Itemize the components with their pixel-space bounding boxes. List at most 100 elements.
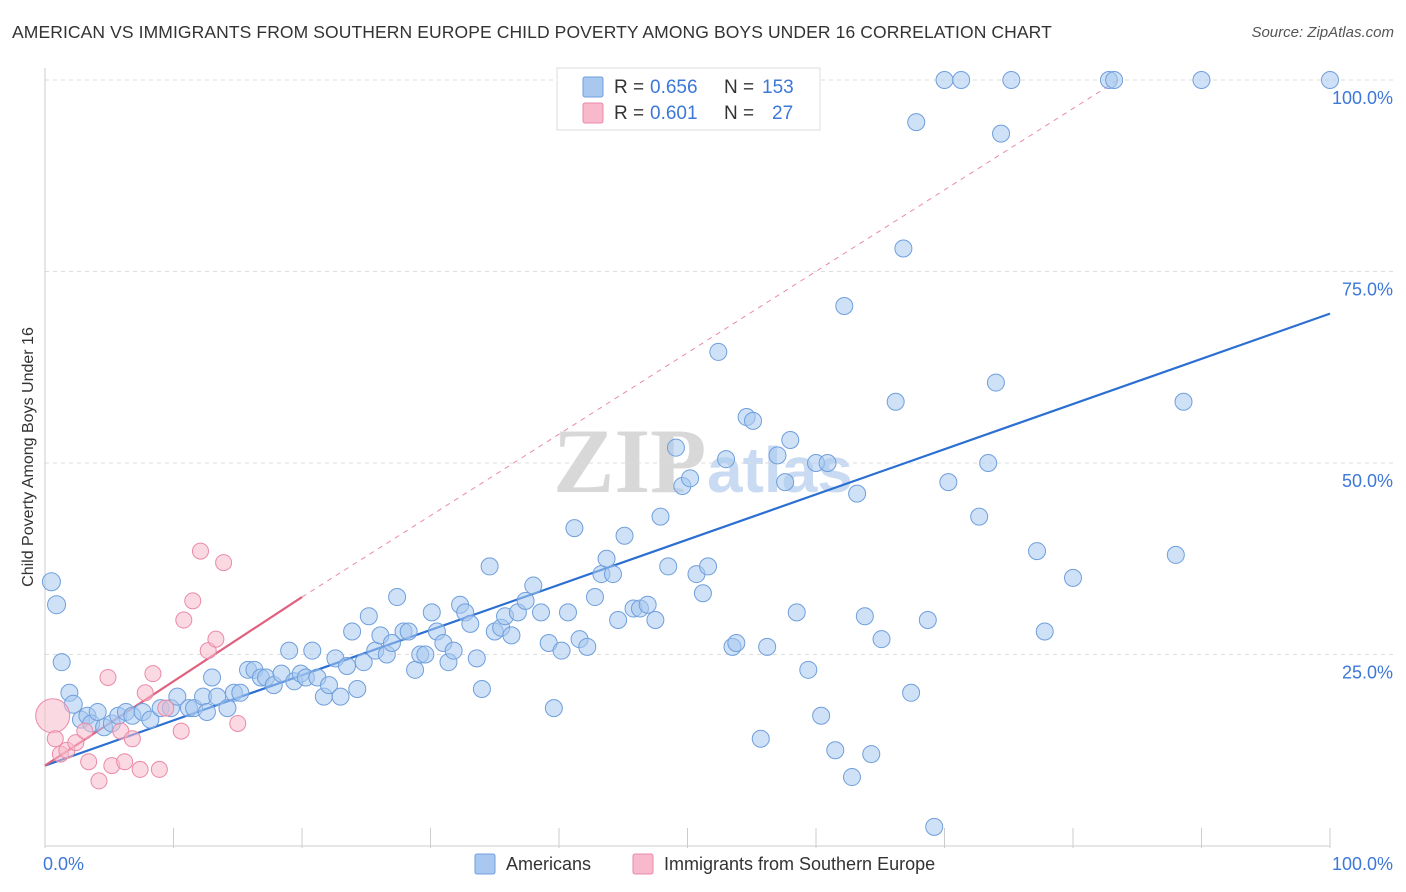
americans-point — [848, 484, 867, 503]
americans-point — [666, 438, 685, 457]
legend-swatch-immigrants — [582, 102, 604, 124]
y-tick-label: 100.0% — [1332, 88, 1393, 108]
immigrants-point — [150, 760, 168, 778]
americans-point — [47, 595, 67, 615]
americans-point — [337, 656, 356, 675]
n-value: 27 — [772, 103, 793, 124]
americans-point — [970, 507, 989, 526]
americans-point — [709, 342, 728, 361]
y-tick-label: 25.0% — [1342, 663, 1393, 683]
immigrants-point — [136, 684, 154, 702]
americans-point — [524, 576, 543, 595]
r-value: 0.656 — [650, 77, 698, 98]
legend-label-americans: Americans — [506, 854, 591, 874]
americans-point — [565, 519, 584, 538]
americans-point — [1035, 622, 1054, 641]
americans-point — [842, 768, 861, 787]
americans-point — [461, 614, 480, 633]
americans-point — [693, 584, 712, 603]
americans-point — [992, 124, 1011, 143]
americans-point — [855, 607, 874, 626]
americans-point — [818, 454, 837, 472]
americans-point — [918, 611, 937, 630]
americans-point — [1192, 71, 1211, 89]
americans-point — [1105, 71, 1124, 89]
immigrants-point — [207, 630, 225, 648]
y-tick-label: 50.0% — [1342, 471, 1393, 491]
americans-point — [1166, 545, 1185, 564]
americans-point — [907, 113, 926, 132]
americans-point — [480, 557, 499, 576]
immigrants-points — [35, 542, 247, 790]
americans-point — [681, 469, 700, 488]
x-tick-label: 0.0% — [43, 854, 84, 874]
chart-title: AMERICAN VS IMMIGRANTS FROM SOUTHERN EUR… — [12, 22, 1052, 42]
americans-point — [168, 687, 187, 706]
immigrants-point — [46, 730, 64, 748]
americans-point — [986, 373, 1005, 392]
americans-point — [231, 683, 250, 702]
r-label: R = — [614, 103, 644, 124]
americans-point — [787, 603, 806, 622]
legend-label-immigrants: Immigrants from Southern Europe — [664, 854, 935, 874]
americans-point — [758, 637, 777, 656]
americans-point — [979, 454, 998, 472]
immigrants-point — [80, 753, 98, 771]
americans-point — [751, 729, 770, 748]
americans-point — [935, 71, 954, 89]
americans-point — [812, 706, 831, 725]
americans-point — [727, 634, 746, 653]
americans-point — [354, 653, 373, 672]
americans-point — [532, 603, 551, 622]
legend-swatch-immigrants — [632, 853, 654, 875]
americans-point — [609, 611, 628, 630]
x-tick-label: 100.0% — [1332, 854, 1393, 874]
americans-point — [382, 634, 401, 653]
americans-point — [331, 687, 350, 706]
americans-point — [516, 591, 535, 610]
americans-point — [218, 699, 237, 718]
immigrants-point — [123, 730, 141, 748]
x-tick-labels: 0.0% 100.0% — [43, 854, 1393, 874]
americans-point — [717, 450, 736, 469]
americans-point — [1174, 392, 1193, 411]
americans-point — [52, 653, 71, 672]
r-label: R = — [614, 77, 644, 98]
immigrants-point — [215, 554, 233, 572]
n-label: N = — [724, 77, 754, 98]
americans-point — [406, 660, 425, 679]
americans-points — [41, 71, 1339, 836]
americans-point — [359, 607, 378, 626]
americans-point — [319, 676, 338, 695]
americans-point — [744, 411, 763, 430]
americans-point — [197, 702, 216, 721]
americans-point — [615, 526, 634, 545]
legend-swatch-americans — [582, 76, 604, 98]
americans-point — [343, 622, 362, 641]
y-axis-label: Child Poverty Among Boys Under 16 — [20, 327, 37, 587]
americans-point — [280, 641, 299, 660]
immigrants-point — [35, 698, 71, 734]
immigrants-point — [157, 699, 175, 717]
n-label: N = — [724, 103, 754, 124]
immigrants-point — [67, 734, 85, 752]
americans-point — [472, 679, 491, 698]
y-tick-labels: 25.0% 50.0% 75.0% 100.0% — [1332, 88, 1393, 683]
americans-point — [1321, 71, 1339, 89]
americans-point — [1028, 542, 1047, 561]
americans-point — [776, 473, 795, 492]
immigrants-point — [144, 665, 162, 683]
americans-point — [646, 611, 665, 630]
americans-point — [699, 557, 718, 576]
americans-point — [862, 745, 881, 764]
n-value: 153 — [762, 77, 794, 98]
immigrants-point — [184, 592, 202, 610]
americans-point — [925, 817, 944, 836]
americans-point — [399, 622, 418, 641]
americans-point — [651, 507, 670, 526]
americans-point — [552, 641, 571, 660]
americans-trend-line — [44, 312, 1331, 767]
americans-point — [502, 626, 521, 645]
americans-point — [781, 431, 800, 450]
